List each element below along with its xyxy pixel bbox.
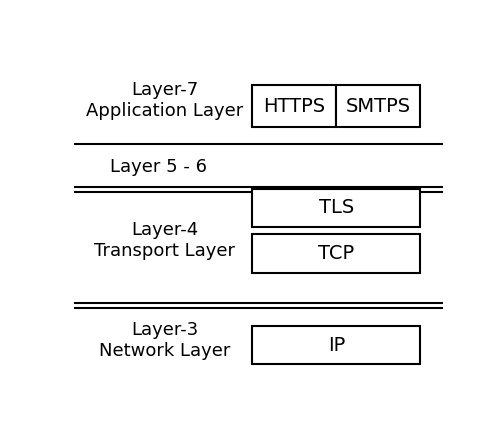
FancyBboxPatch shape xyxy=(253,234,420,273)
FancyBboxPatch shape xyxy=(253,189,420,227)
Text: Layer-4
Transport Layer: Layer-4 Transport Layer xyxy=(94,221,235,260)
Text: HTTPS: HTTPS xyxy=(264,97,326,116)
Text: IP: IP xyxy=(328,336,345,355)
Text: Layer 5 - 6: Layer 5 - 6 xyxy=(110,158,207,176)
Text: TCP: TCP xyxy=(319,244,354,263)
Text: TLS: TLS xyxy=(319,198,354,217)
FancyBboxPatch shape xyxy=(253,85,337,127)
Text: Layer-3
Network Layer: Layer-3 Network Layer xyxy=(99,321,230,360)
Text: Layer-7
Application Layer: Layer-7 Application Layer xyxy=(86,81,243,120)
FancyBboxPatch shape xyxy=(337,85,420,127)
Text: SMTPS: SMTPS xyxy=(346,97,411,116)
FancyBboxPatch shape xyxy=(253,326,420,364)
